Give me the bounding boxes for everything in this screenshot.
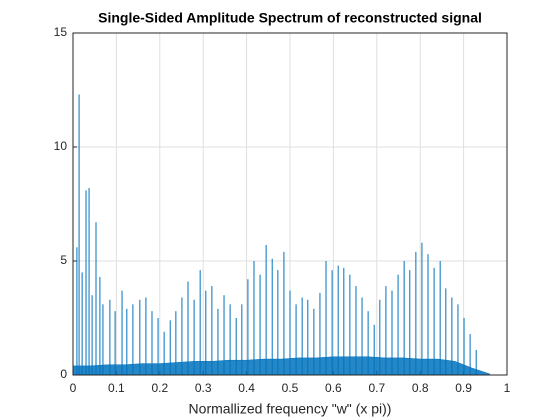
x-tick-label: 0.2: [151, 381, 168, 395]
x-axis-label: Normallized frequency "w" (x pi)): [189, 401, 392, 417]
x-tick-label: 0.8: [412, 381, 429, 395]
x-tick-label: 0.6: [325, 381, 342, 395]
noise-floor: [72, 356, 490, 376]
x-tick-label: 0: [70, 381, 77, 395]
x-tick-label: 0.1: [108, 381, 125, 395]
y-tick-label: 15: [54, 25, 68, 39]
y-tick-label: 10: [54, 139, 68, 153]
chart-title: Single-Sided Amplitude Spectrum of recon…: [98, 10, 482, 26]
plot-frame: [72, 32, 508, 376]
x-tick-label: 0.7: [368, 381, 385, 395]
x-tick-label: 1: [504, 381, 511, 395]
x-tick-label: 0.9: [455, 381, 472, 395]
y-tick-label: 0: [60, 367, 67, 381]
x-tick-label: 0.5: [282, 381, 299, 395]
y-tick-label: 5: [60, 253, 67, 267]
x-tick-label: 0.4: [238, 381, 255, 395]
x-tick-label: 0.3: [195, 381, 212, 395]
